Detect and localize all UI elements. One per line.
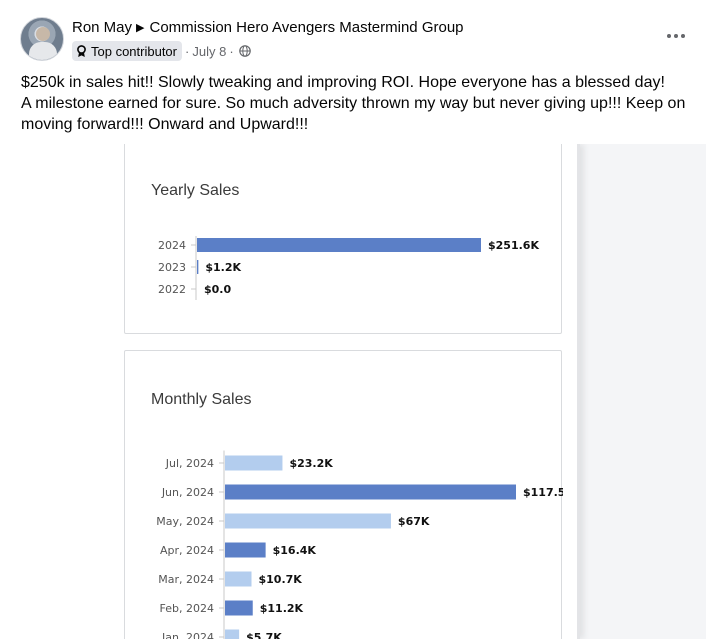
tick-label: 2024 — [158, 239, 186, 252]
badge-icon — [77, 44, 86, 57]
meta-separator: · — [185, 43, 190, 59]
yearly-sales-chart: 2024 $251.6K 2023 $1.2K 2022 $0.0 — [158, 236, 539, 300]
triangle-right-icon: ▶ — [136, 22, 145, 34]
badge-label: Top contributor — [91, 43, 177, 59]
bar — [225, 600, 253, 616]
data-label: $11.2K — [260, 602, 304, 615]
data-label: $5.7K — [246, 631, 282, 639]
post-header: Ron May ▶ Commission Hero Avengers Masterm… — [0, 0, 710, 66]
post-text-line: A milestone earned for sure. So much adv… — [21, 95, 686, 112]
data-label: $251.6K — [488, 239, 539, 252]
author-avatar[interactable] — [20, 17, 64, 61]
more-horizontal-icon — [674, 34, 678, 38]
group-name[interactable]: Commission Hero Avengers Mastermind Grou… — [149, 19, 464, 36]
post-text-line: $250k in sales hit!! Slowly tweaking and… — [21, 74, 665, 91]
tick-label: Apr, 2024 — [160, 544, 214, 557]
post-meta: Top contributor · July 8 · — [72, 41, 251, 61]
data-label: $16.4K — [273, 544, 317, 557]
post-title-line: Ron May ▶ Commission Hero Avengers Masterm… — [72, 19, 464, 36]
post-text-line: moving forward!!! Onward and Upward!!! — [21, 116, 309, 133]
data-label: $23.2K — [289, 457, 333, 470]
tick-label: Jan, 2024 — [161, 631, 214, 639]
tick-label: Jun, 2024 — [161, 486, 214, 499]
more-options-button[interactable] — [662, 26, 690, 46]
tick-label: Mar, 2024 — [158, 573, 214, 586]
bar — [225, 571, 252, 587]
bar — [225, 484, 516, 500]
data-label: $1.2K — [205, 261, 241, 274]
screenshot-panel: Yearly Sales 2024 $251.6K 2023 $1.2K 2022 $0.… — [6, 144, 580, 639]
post-date[interactable]: July 8 — [192, 43, 227, 59]
meta-separator: · — [229, 43, 234, 59]
tick-label: May, 2024 — [156, 515, 214, 528]
tick-label: Feb, 2024 — [160, 602, 214, 615]
post-body-text: $250k in sales hit!! Slowly tweaking and… — [21, 72, 701, 135]
chart-title: Yearly Sales — [151, 182, 240, 199]
top-contributor-badge[interactable]: Top contributor — [72, 41, 182, 61]
data-label: $67K — [398, 515, 430, 528]
globe-icon — [238, 45, 251, 57]
more-horizontal-icon — [667, 34, 671, 38]
bar — [225, 542, 266, 558]
monthly-sales-card: Monthly Sales Jul, 2024 $23.2K Jun, 2024 $1… — [124, 350, 563, 639]
bar — [197, 260, 199, 274]
chart-title: Monthly Sales — [151, 391, 252, 408]
bar — [225, 629, 240, 639]
avatar-body — [29, 42, 57, 60]
monthly-sales-chart: Jul, 2024 $23.2K Jun, 2024 $117.5K May, 2024… — [156, 450, 563, 639]
data-label: $0.0 — [204, 283, 231, 296]
tick-label: Jul, 2024 — [165, 457, 214, 470]
data-label: $117.5K — [523, 486, 563, 499]
yearly-sales-card: Yearly Sales 2024 $251.6K 2023 $1.2K 2022 $0.… — [124, 144, 562, 334]
bar — [197, 238, 481, 252]
tick-label: 2022 — [158, 283, 186, 296]
bar — [225, 455, 283, 471]
data-label: $10.7K — [258, 573, 302, 586]
author-name[interactable]: Ron May — [72, 19, 133, 36]
bar — [225, 513, 391, 529]
avatar-head — [36, 27, 50, 41]
tick-label: 2023 — [158, 261, 186, 274]
more-horizontal-icon — [681, 34, 685, 38]
post-image[interactable]: Yearly Sales 2024 $251.6K 2023 $1.2K 2022 $0.… — [6, 144, 706, 639]
